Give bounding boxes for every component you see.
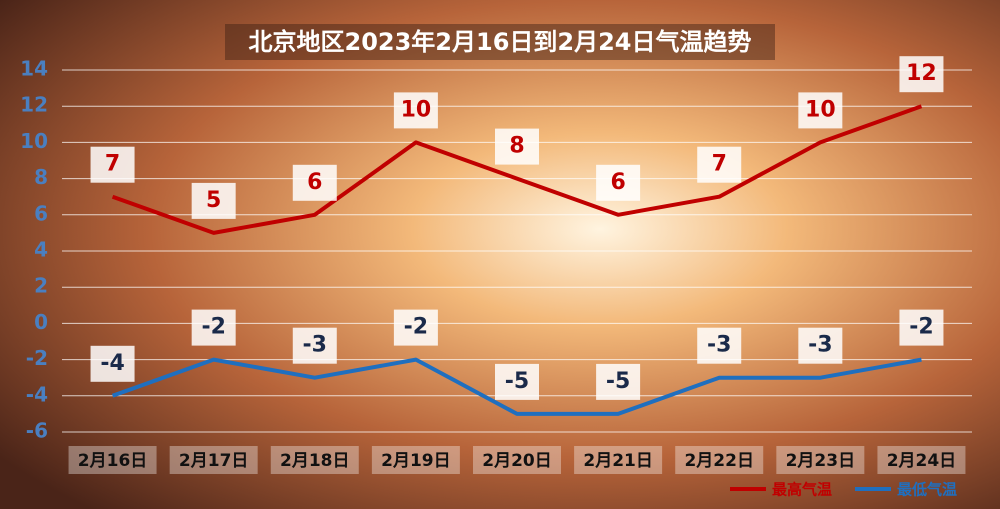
x-label-box: [169, 446, 258, 474]
y-tick-label: 12: [20, 93, 48, 117]
label-box: [292, 327, 337, 364]
data-label: 12: [906, 61, 937, 86]
x-label-box: [877, 446, 966, 474]
label-box: [393, 92, 438, 129]
label-box: [292, 164, 337, 201]
label-box: [899, 56, 944, 93]
y-tick-label: -2: [26, 346, 48, 370]
y-tick-label: -6: [26, 419, 48, 443]
x-tick-label: 2月20日: [482, 451, 552, 471]
label-box: [798, 327, 843, 364]
label-box: [697, 327, 742, 364]
label-box: [90, 345, 135, 382]
data-label: 8: [509, 134, 524, 159]
series-line: [111, 357, 922, 416]
y-tick-label: 10: [20, 129, 48, 153]
x-label-box: [270, 446, 359, 474]
x-tick-label: 2月21日: [583, 451, 653, 471]
label-box: [798, 92, 843, 129]
data-label: 6: [610, 170, 625, 195]
legend-label: 最高气温: [772, 481, 832, 499]
x-tick-label: 2月24日: [887, 451, 957, 471]
x-tick-label: 2月17日: [179, 451, 249, 471]
label-box: [596, 363, 641, 400]
chart-title: 北京地区2023年2月16日到2月24日气温趋势: [249, 28, 752, 56]
data-label: -3: [707, 333, 731, 358]
y-tick-label: 4: [34, 238, 48, 262]
y-tick-label: 8: [34, 165, 48, 189]
data-label: -5: [505, 369, 529, 394]
y-tick-label: 2: [34, 274, 48, 298]
x-label-box: [675, 446, 764, 474]
series-line: [111, 104, 923, 235]
label-box: [191, 309, 236, 346]
data-label: 6: [307, 170, 322, 195]
data-label: -4: [100, 351, 124, 376]
x-label-box: [68, 446, 157, 474]
x-tick-label: 2月23日: [786, 451, 856, 471]
x-label-box: [776, 446, 865, 474]
x-tick-label: 2月18日: [280, 451, 350, 471]
data-label: -3: [808, 333, 832, 358]
label-box: [697, 146, 742, 183]
data-label: -3: [303, 333, 327, 358]
x-tick-label: 2月19日: [381, 451, 451, 471]
x-tick-label: 2月16日: [78, 451, 148, 471]
label-box: [899, 309, 944, 346]
label-box: [495, 363, 539, 400]
label-box: [393, 309, 438, 346]
data-label: -5: [606, 369, 630, 394]
x-tick-label: 2月22日: [684, 451, 754, 471]
y-tick-label: 0: [34, 310, 48, 334]
data-label: -2: [404, 315, 428, 340]
label-box: [596, 164, 641, 201]
data-label: 7: [105, 152, 120, 177]
title-box: [225, 24, 775, 60]
x-label-box: [574, 446, 663, 474]
label-box: [90, 146, 135, 183]
data-label: 10: [401, 97, 432, 122]
data-label: 10: [805, 97, 836, 122]
x-label-box: [371, 446, 460, 474]
legend-label: 最低气温: [897, 481, 957, 499]
y-tick-label: -4: [26, 382, 48, 406]
data-label: 7: [712, 152, 727, 177]
y-tick-label: 14: [20, 57, 48, 81]
label-box: [191, 182, 236, 219]
y-tick-label: 6: [34, 201, 48, 225]
x-label-box: [473, 446, 561, 474]
data-label: 5: [206, 188, 221, 213]
label-box: [495, 128, 539, 165]
data-label: -2: [201, 315, 225, 340]
data-label: -2: [909, 315, 933, 340]
